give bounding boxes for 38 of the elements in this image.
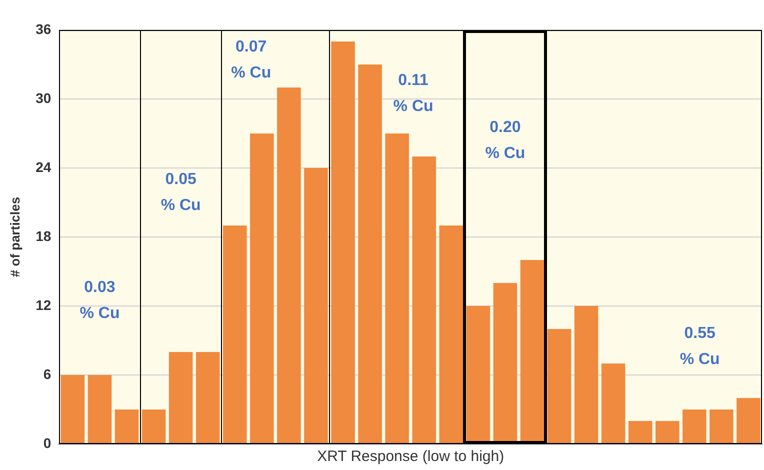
annotation: 0.11 % Cu	[393, 72, 434, 116]
bar	[628, 421, 652, 444]
bar	[736, 398, 760, 444]
y-tick-label: 24	[36, 158, 52, 175]
bar	[710, 410, 734, 444]
bar	[574, 306, 598, 444]
bar	[682, 410, 706, 444]
annotation: 0.55 % Cu	[680, 325, 720, 368]
bar	[60, 375, 85, 444]
bar	[222, 226, 247, 444]
bar	[304, 168, 328, 444]
bar	[547, 329, 572, 444]
bar	[385, 134, 409, 444]
bar	[601, 364, 626, 444]
y-tick-label: 12	[36, 296, 52, 313]
bar	[196, 352, 220, 444]
bar	[358, 64, 382, 444]
bar	[277, 88, 301, 444]
y-tick-label: 36	[36, 20, 52, 37]
annotation: 0.20 % Cu	[485, 119, 526, 162]
y-tick-label: 18	[36, 228, 52, 244]
annotation: 0.05 % Cu	[160, 170, 201, 214]
y-tick-label: 0	[43, 434, 52, 451]
bar	[250, 134, 274, 444]
bar	[168, 352, 193, 444]
bar	[331, 42, 355, 444]
bar	[655, 421, 680, 444]
bar	[439, 226, 464, 444]
bar	[88, 375, 112, 444]
y-axis-title: # of particles	[7, 196, 22, 278]
bar	[114, 410, 139, 444]
bar	[142, 410, 166, 444]
bar	[412, 156, 436, 444]
y-tick-label: 30	[36, 90, 52, 106]
y-tick-label: 6	[43, 366, 52, 382]
annotation: 0.07 % Cu	[231, 38, 272, 82]
annotation: 0.03 % Cu	[80, 279, 120, 322]
x-axis-title: XRT Response (low to high)	[317, 448, 504, 466]
